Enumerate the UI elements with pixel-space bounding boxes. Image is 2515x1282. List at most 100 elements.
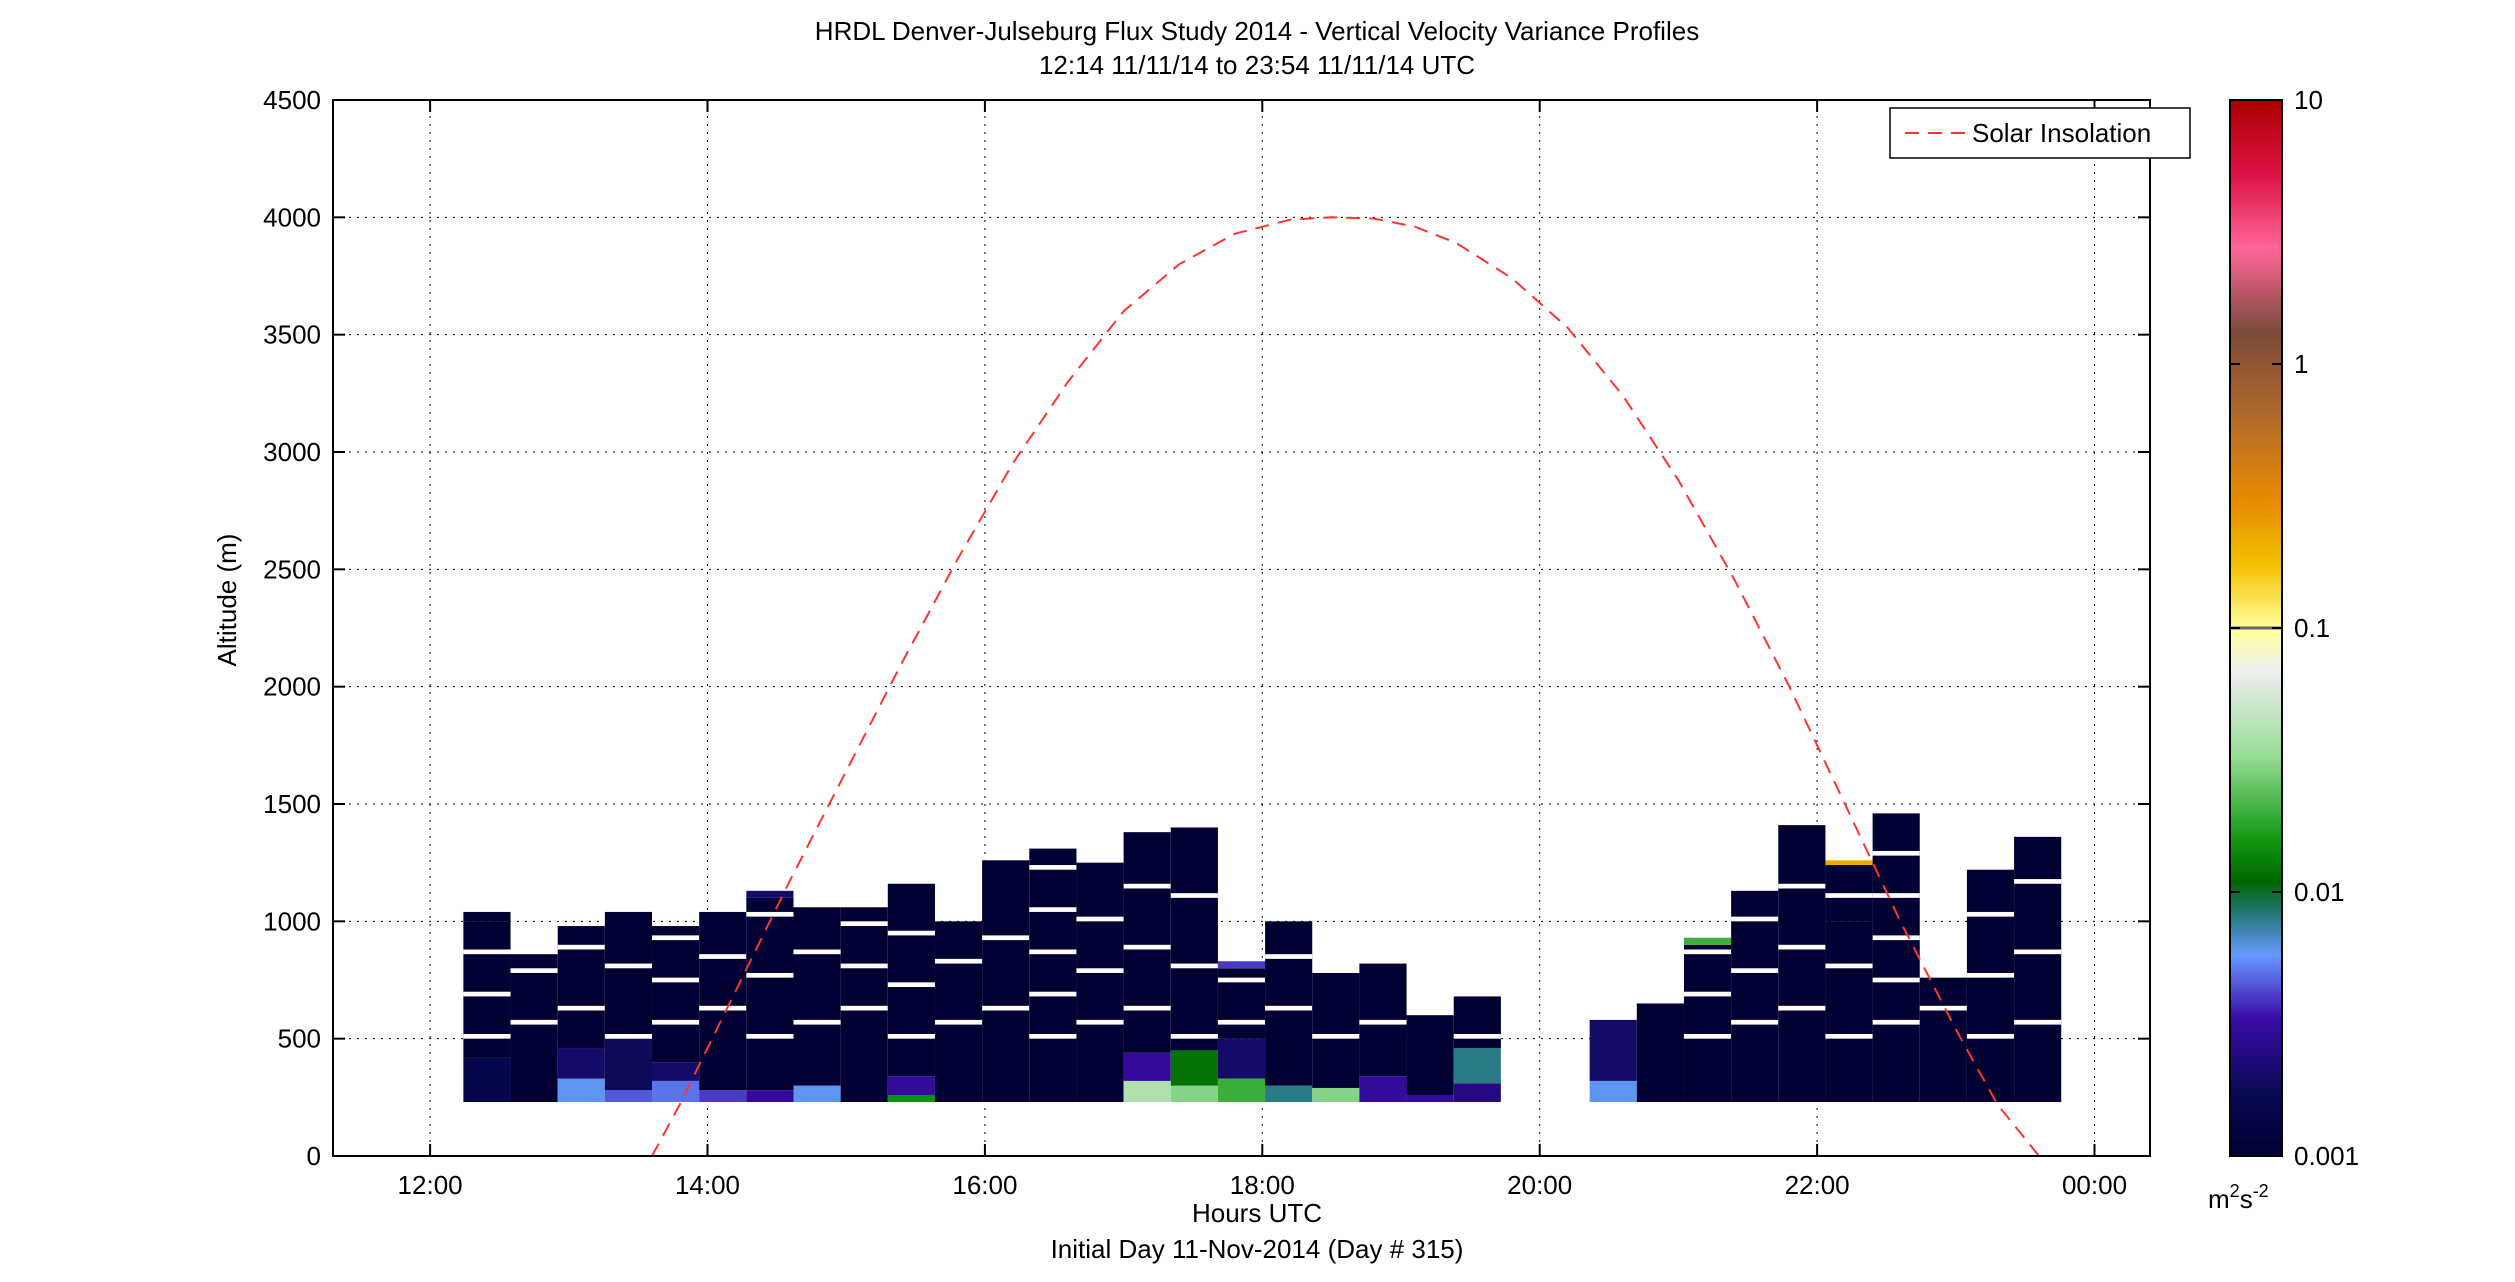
missing-gate: [746, 1033, 794, 1039]
profile-cell: [1453, 1048, 1501, 1084]
missing-gate: [1966, 1033, 2015, 1039]
profile-cell: [652, 1080, 700, 1103]
profile-cell: [652, 926, 700, 1063]
missing-gate: [1966, 911, 2015, 917]
missing-gate: [1872, 977, 1920, 983]
missing-gate: [510, 1019, 558, 1025]
profile-cell: [557, 1048, 605, 1079]
missing-gate: [746, 911, 794, 917]
profile-cell: [1123, 1080, 1171, 1103]
missing-gate: [1966, 972, 2015, 978]
profile-cell: [1589, 1080, 1637, 1103]
y-axis-label: Altitude (m): [212, 534, 242, 667]
x-tick-label: 16:00: [952, 1170, 1017, 1200]
profile-cell: [2014, 836, 2062, 1103]
missing-gate: [1683, 949, 1732, 955]
missing-gate: [604, 963, 653, 969]
missing-gate: [604, 1033, 653, 1039]
profile-cell: [793, 907, 841, 1086]
missing-gate: [1731, 1019, 1779, 1025]
profile-cell: [1825, 860, 1873, 866]
missing-gate: [652, 1019, 700, 1025]
profile-cell: [1123, 832, 1171, 1053]
profile-cell: [1312, 972, 1360, 1088]
missing-gate: [510, 968, 558, 973]
profile-cell: [604, 911, 653, 1039]
profile-cell: [1076, 862, 1124, 1103]
missing-gate: [463, 1033, 511, 1039]
profile-cell: [1312, 1087, 1360, 1103]
missing-gate: [1919, 1005, 1967, 1011]
y-tick-label: 1500: [263, 789, 321, 819]
profile-cell: [699, 1090, 747, 1103]
missing-gate: [1359, 1019, 1407, 1025]
profile-cell: [1731, 890, 1779, 1103]
colorbar-tick-label: 0.1: [2294, 613, 2330, 643]
missing-gate: [1872, 893, 1920, 898]
missing-gate: [1265, 954, 1313, 959]
missing-gate: [1029, 865, 1077, 870]
missing-gate: [1872, 935, 1920, 941]
profile-cell: [604, 1090, 653, 1103]
missing-gate: [1029, 1033, 1077, 1039]
missing-gate: [1778, 883, 1826, 889]
profile-cell: [1265, 921, 1313, 1086]
missing-gate: [746, 972, 794, 978]
profile-cell: [652, 1062, 700, 1081]
profile-cell: [557, 1078, 605, 1103]
missing-gate: [840, 963, 888, 969]
y-tick-label: 0: [307, 1141, 321, 1171]
missing-gate: [463, 991, 511, 997]
missing-gate: [1778, 944, 1826, 950]
missing-gate: [1029, 991, 1077, 997]
profile-cell: [1170, 1085, 1218, 1103]
missing-gate: [1872, 850, 1920, 856]
missing-gate: [1170, 1033, 1218, 1039]
profile-cell: [1453, 996, 1501, 1049]
profile-cell: [1217, 1038, 1266, 1079]
profile-cell: [510, 954, 558, 1103]
missing-gate: [463, 949, 511, 955]
profile-cell: [1919, 977, 1967, 1103]
profile-cell: [982, 860, 1030, 1103]
x-axis-label: Hours UTC: [1192, 1198, 1322, 1228]
profile-cell: [1217, 961, 1266, 969]
missing-gate: [1123, 944, 1171, 950]
profile-cell: [746, 890, 794, 898]
missing-gate: [887, 982, 935, 988]
missing-gate: [1076, 916, 1124, 922]
missing-gate: [652, 977, 700, 983]
profile-cell: [1778, 825, 1826, 1103]
y-tick-label: 3000: [263, 437, 321, 467]
missing-gate: [934, 958, 983, 964]
profile-cell: [1123, 1052, 1171, 1081]
missing-gate: [793, 949, 841, 955]
missing-gate: [1872, 1019, 1920, 1025]
missing-gate: [1076, 1019, 1124, 1025]
missing-gate: [887, 1033, 935, 1039]
missing-gate: [1170, 963, 1218, 969]
missing-gate: [699, 954, 747, 959]
x-axis-ticks: 12:00 14:00 16:00 18:00 20:00 22:00 00:00: [398, 100, 2127, 1200]
profile-cell: [887, 1076, 935, 1095]
plot-axes-box: [332, 99, 2151, 1157]
missing-gate: [840, 921, 888, 927]
profile-cell: [1825, 921, 1873, 1103]
missing-gate: [1265, 1005, 1313, 1011]
missing-gate: [1731, 968, 1779, 973]
missing-gate: [1825, 893, 1873, 898]
profile-cell: [1966, 869, 2015, 1103]
missing-gate: [652, 935, 700, 941]
x-tick-label: 12:00: [398, 1170, 463, 1200]
profile-cell: [887, 1094, 935, 1103]
missing-gate: [2014, 879, 2062, 884]
profile-cell: [1683, 944, 1732, 1103]
colorbar: 0.001 0.01 0.1 1 10 m2s-2: [2208, 85, 2359, 1214]
missing-gate: [1825, 1033, 1873, 1039]
profile-cell: [840, 907, 888, 1103]
y-tick-label: 3500: [263, 320, 321, 350]
missing-gate: [1170, 893, 1218, 898]
colorbar-tick-label: 10: [2294, 85, 2323, 115]
profile-cell: [1029, 848, 1077, 1103]
missing-gate: [1778, 1005, 1826, 1011]
